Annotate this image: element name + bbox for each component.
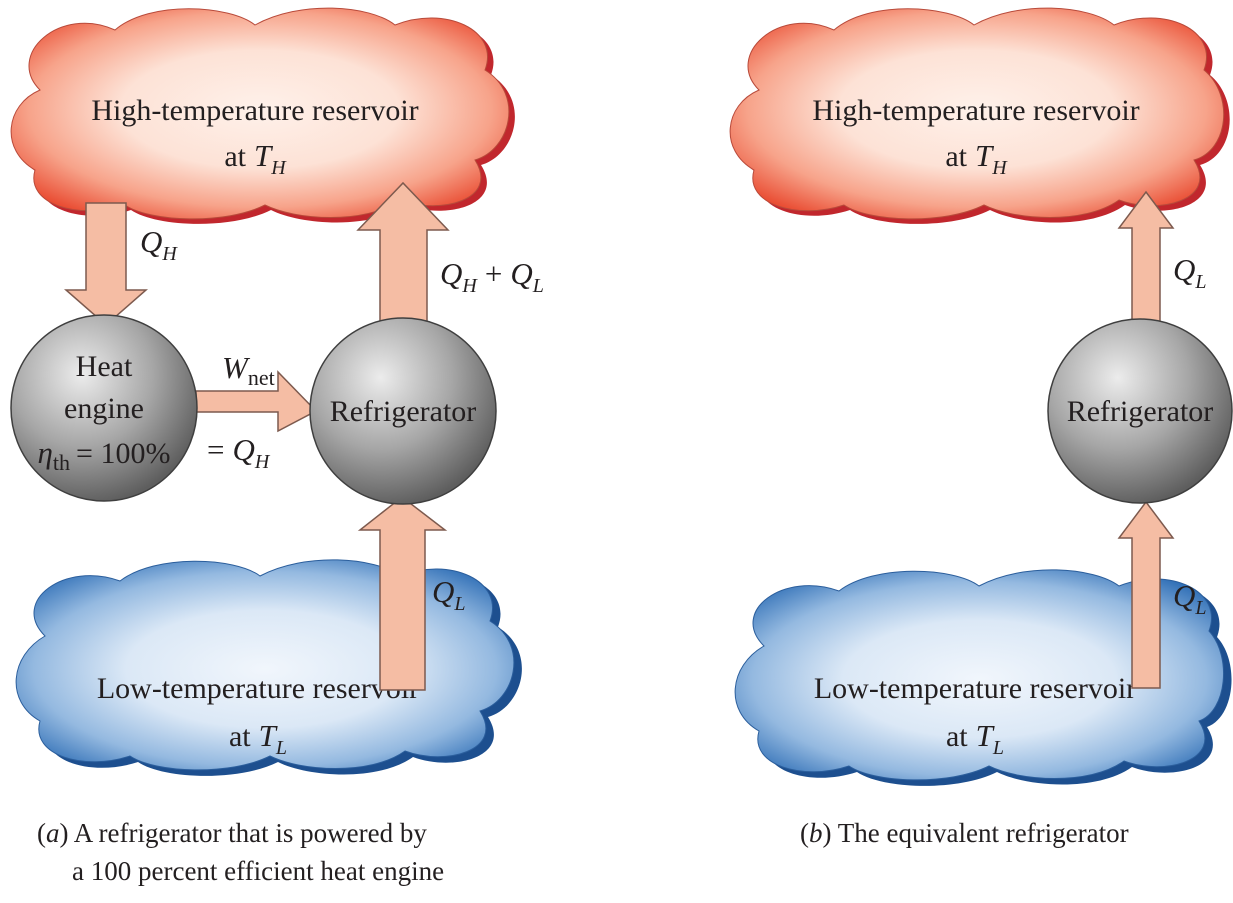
refrigerator-circle-a [309,317,497,505]
label-qh-plus-ql: QH + QL [440,256,544,297]
cold-reservoir-temp-b: at TL [946,718,1004,759]
label-wnet: Wnet [222,350,275,390]
hot-reservoir-label-a: High-temperature reservoir [91,94,418,127]
refrigerator-label-a: Refrigerator [330,395,477,428]
caption-a-line-1: (a) A refrigerator that is powered by [37,818,427,848]
label-wnet-equals-qh: = QH [207,432,271,473]
cold-reservoir-label-a: Low-temperature reservoir [97,672,419,705]
hot-reservoir-cloud-b [729,7,1230,224]
label-qh: QH [140,224,178,265]
heat-engine-circle [10,314,198,502]
label-ql-a: QL [432,574,466,615]
label-ql-b-top: QL [1173,252,1207,293]
arrow-ql-up-b-bottom [1117,500,1175,689]
heat-engine-efficiency: ηth = 100% [38,435,171,475]
arrow-ql-up-b-top [1117,190,1175,323]
cold-reservoir-temp-a: at TL [229,718,287,759]
hot-reservoir-temp-b: at TH [945,138,1008,179]
cold-reservoir-label-b: Low-temperature reservoir [814,672,1136,705]
heat-engine-label-1: Heat [76,350,133,383]
cold-reservoir-cloud-b [734,569,1232,786]
arrow-qh-plus-ql-up [356,181,450,326]
arrow-ql-up-a [357,496,448,691]
hot-reservoir-cloud-a [10,7,515,224]
refrigerator-circle-b [1047,318,1233,504]
arrow-qh-down [64,202,148,326]
hot-reservoir-label-b: High-temperature reservoir [812,94,1139,127]
panel-a: High-temperature reservoir at TH Low-temp… [10,7,544,886]
refrigerator-label-b: Refrigerator [1067,395,1214,428]
hot-reservoir-temp-a: at TH [224,138,287,179]
panel-b: High-temperature reservoir at TH Low-temp… [729,7,1233,848]
heat-engine-label-2: engine [64,392,144,425]
arrow-wnet-right [195,370,318,433]
label-ql-b-bottom: QL [1173,578,1207,619]
caption-b: (b) The equivalent refrigerator [800,818,1129,848]
caption-a-line-2: a 100 percent efficient heat engine [72,856,444,886]
